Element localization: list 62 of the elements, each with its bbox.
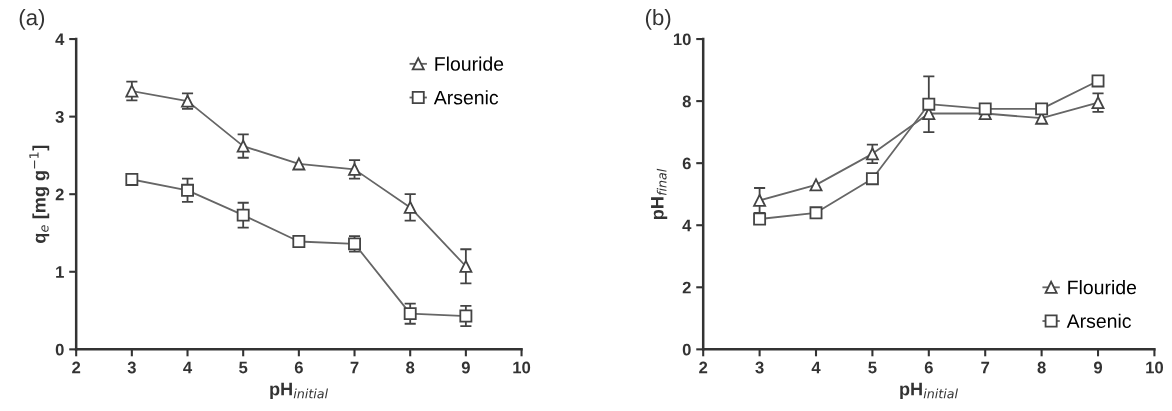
- x-tick-label: 2: [699, 361, 708, 374]
- legend-label: Flouride: [1068, 280, 1137, 295]
- point: [1035, 102, 1049, 116]
- legend-label: Flouride: [435, 56, 504, 71]
- chart-title: (b): [645, 9, 671, 30]
- point: [753, 212, 767, 226]
- x-tick-label: 9: [1093, 361, 1103, 374]
- point: [125, 84, 139, 98]
- point: [403, 200, 417, 214]
- point: [978, 102, 992, 116]
- point: [809, 178, 823, 192]
- x-tick-label: 3: [755, 361, 764, 374]
- y-tick-label: 2: [682, 281, 691, 294]
- point: [1091, 96, 1105, 110]
- point: [292, 157, 306, 171]
- point: [809, 206, 823, 220]
- point: [865, 147, 879, 161]
- x-axis-title: pH$_{initial}$: [270, 382, 328, 399]
- point: [125, 172, 139, 186]
- x-axis-title: pH$_{initial}$: [900, 382, 958, 399]
- y-tick-label: 4: [55, 33, 65, 46]
- x-tick-label: 2: [72, 361, 81, 374]
- x-tick-label: 8: [406, 361, 415, 374]
- point: [865, 172, 879, 186]
- point: [753, 193, 767, 207]
- y-tick-label: 10: [673, 33, 691, 46]
- y-tick-label: 1: [56, 266, 64, 278]
- y-axis-title: pH$_{final}$: [651, 168, 668, 220]
- x-tick-label: 4: [811, 361, 821, 374]
- y-axis-title: q$_{e}$ [mg g$^{−1}$]: [29, 145, 50, 243]
- y-tick-label: 0: [682, 343, 691, 356]
- x-tick-label: 5: [868, 361, 877, 374]
- x-tick-label: 8: [1037, 361, 1046, 374]
- point: [922, 97, 936, 111]
- point: [348, 162, 361, 176]
- legend-label: Arsenic: [1066, 313, 1131, 329]
- y-tick-label: 4: [682, 219, 692, 232]
- legend-label: Arsenic: [433, 90, 499, 105]
- point: [403, 307, 417, 321]
- x-tick-label: 7: [350, 361, 359, 374]
- y-tick-label: 3: [55, 111, 64, 123]
- point: [459, 259, 473, 273]
- y-tick-label: 2: [55, 188, 64, 201]
- point: [236, 139, 250, 153]
- x-tick-label: 3: [127, 361, 136, 374]
- point: [236, 208, 250, 222]
- point: [1091, 74, 1105, 88]
- x-tick-label: 7: [981, 361, 990, 374]
- x-tick-label: 9: [461, 361, 470, 374]
- y-tick-label: 8: [682, 95, 691, 108]
- point: [459, 309, 473, 323]
- x-tick-label: 5: [239, 361, 248, 374]
- x-tick-label: 6: [294, 361, 303, 374]
- x-tick-label: 6: [924, 361, 933, 374]
- chart-title: (a): [19, 9, 45, 30]
- point: [181, 183, 194, 197]
- x-tick-label: 4: [183, 361, 193, 374]
- x-tick-label: 10: [1146, 361, 1164, 374]
- point: [292, 235, 306, 248]
- y-tick-label: 6: [682, 157, 691, 170]
- y-tick-label: 0: [55, 343, 64, 356]
- x-tick-label: 10: [513, 361, 531, 374]
